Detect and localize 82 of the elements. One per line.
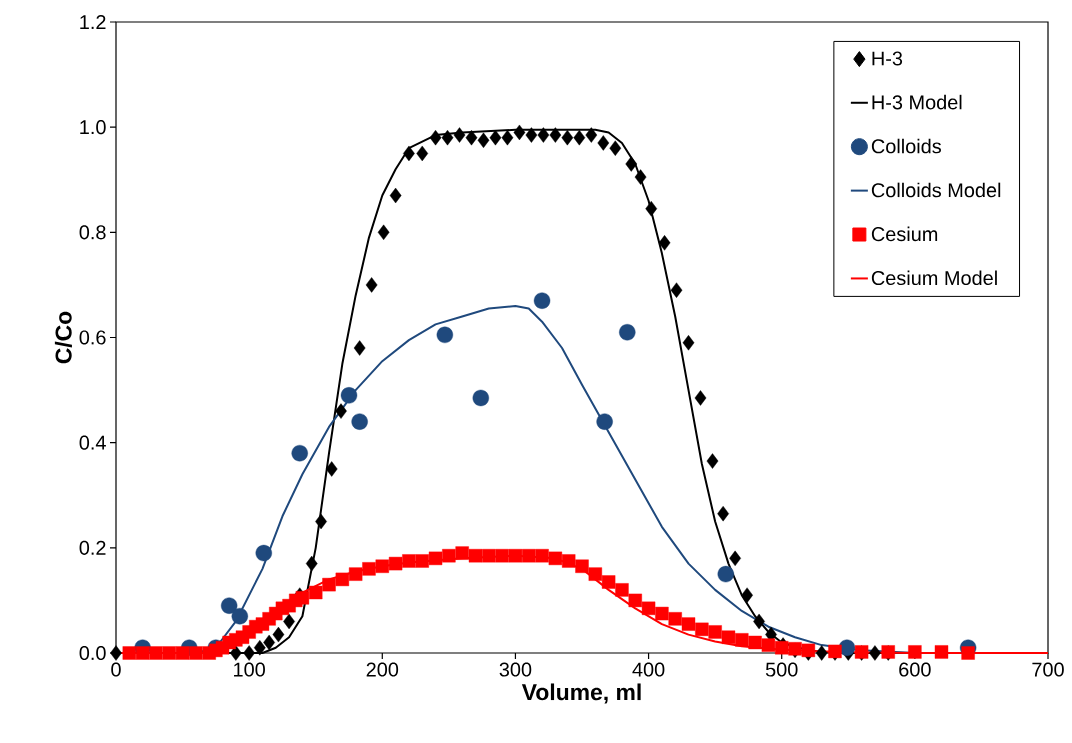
x-tick-label: 300 (499, 662, 532, 677)
point (472, 389, 490, 407)
point (263, 634, 275, 651)
point (403, 145, 415, 162)
point (573, 129, 586, 146)
legend-label: Colloids Model (871, 182, 1001, 198)
point (645, 200, 658, 217)
point (231, 607, 249, 625)
point (706, 453, 719, 469)
x-tick-label: 500 (765, 662, 798, 677)
point (315, 513, 327, 530)
point (549, 127, 562, 143)
x-tick-label: 600 (899, 662, 931, 677)
point (585, 127, 598, 143)
point (634, 169, 647, 185)
point (272, 626, 285, 643)
point (365, 277, 378, 293)
point (658, 235, 671, 251)
point (513, 124, 526, 141)
y-tick-label: 0.0 (79, 645, 106, 661)
x-tick-label: 700 (1032, 662, 1064, 677)
point (682, 335, 695, 351)
point (220, 597, 238, 614)
point (416, 145, 429, 162)
x-tick-label: 0 (111, 662, 121, 677)
point (477, 132, 490, 149)
point (753, 613, 765, 630)
x-axis-title: Volume, ml (521, 683, 641, 704)
point (561, 129, 574, 146)
point (741, 587, 753, 603)
x-tick-label: 400 (632, 662, 665, 677)
point (377, 224, 390, 241)
point (110, 645, 122, 661)
point (453, 127, 466, 143)
point (305, 555, 318, 572)
point (869, 645, 881, 661)
y-tick-label: 1.2 (80, 15, 106, 29)
point (465, 129, 478, 146)
point (489, 129, 502, 146)
x-tick-label: 100 (234, 662, 265, 677)
point (429, 129, 442, 146)
point (291, 444, 308, 462)
y-tick-label: 1.0 (80, 120, 106, 135)
point (283, 613, 295, 630)
y-axis-title: C/Co (54, 311, 72, 364)
point (353, 340, 366, 356)
point (501, 129, 514, 146)
point (335, 403, 347, 419)
point (625, 156, 638, 172)
point (243, 645, 255, 661)
legend-label: Cesium Model (871, 270, 997, 286)
legend-label: Colloids (871, 138, 941, 154)
point (533, 292, 551, 309)
point (729, 550, 741, 567)
point (525, 127, 538, 143)
point (815, 645, 828, 661)
point (609, 140, 622, 156)
point (596, 413, 613, 430)
point (537, 127, 550, 143)
legend-label: H-3 (872, 51, 903, 66)
legend-label: Cesium (871, 226, 938, 242)
point (253, 640, 266, 656)
point (351, 413, 368, 430)
point (670, 282, 683, 298)
y-tick-label: 0.6 (79, 330, 106, 345)
x-tick-label: 200 (366, 662, 399, 677)
point (325, 461, 338, 477)
point (619, 324, 636, 341)
point (255, 544, 272, 562)
point (436, 326, 454, 344)
y-tick-label: 0.8 (79, 225, 106, 240)
point (340, 387, 358, 404)
point (717, 505, 729, 522)
y-tick-label: 0.2 (79, 540, 106, 555)
point (717, 565, 734, 583)
legend-label: H-3 Model (872, 94, 962, 110)
y-tick-label: 0.4 (79, 435, 106, 450)
point (389, 187, 402, 204)
point (441, 129, 454, 146)
point (597, 135, 610, 151)
point (230, 645, 242, 661)
point (694, 390, 707, 406)
